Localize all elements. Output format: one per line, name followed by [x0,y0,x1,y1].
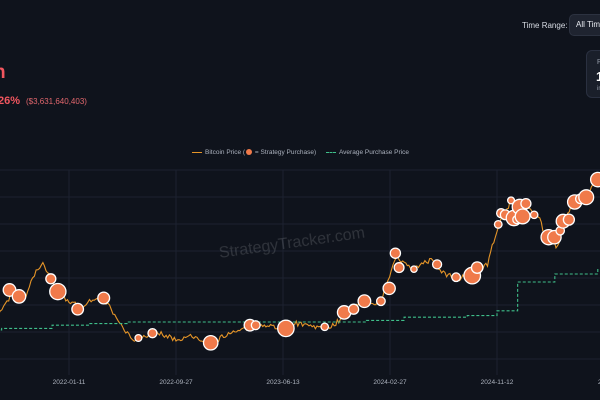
purchase-marker [277,319,295,338]
purchase-marker [389,247,402,259]
stat-card-sub: in [597,86,600,92]
average-line-swatch [325,151,336,153]
change-percent: 26% [0,95,21,107]
purchase-marker [11,289,27,304]
headline-value: n [0,62,6,84]
chart-legend: Bitcoin Price ( = Strategy Purchase) Ave… [192,149,417,156]
purchase-marker [506,196,516,205]
average-price-line [0,267,599,331]
purchase-markers [2,171,600,351]
change-amount: ($3,631,640,403) [26,97,87,106]
purchase-marker [410,265,418,274]
purchase-marker [393,262,405,274]
x-tick-label: 2022-01-11 [53,379,86,386]
time-range-select[interactable]: All Tim [569,14,600,36]
chart-series [0,179,599,347]
price-line-swatch [192,151,202,153]
purchase-marker [97,291,111,305]
purchase-marker [147,328,158,339]
stat-card: P 1 in [586,50,600,98]
purchase-marker [520,197,532,210]
purchase-marker [320,322,330,332]
purchase-marker [71,302,85,316]
legend-average-label: Average Purchase Price [338,149,409,156]
purchase-marker [451,272,462,283]
bitcoin-price-line [0,179,599,347]
purchase-dot-icon [246,149,253,156]
purchase-marker [431,259,443,270]
purchase-marker [493,219,503,229]
x-tick-label: 2023-06-13 [266,379,300,386]
purchase-marker [357,294,372,309]
x-axis-ticks: 2022-01-11 2022-09-27 2023-06-13 2024-02-27… [53,379,600,386]
purchase-marker [49,282,67,301]
legend-purchase-label: = Strategy Purchase) [253,149,317,156]
purchase-marker [250,320,261,331]
purchase-marker [375,296,386,307]
purchase-marker [589,171,600,188]
time-range-label: Time Range: [522,21,568,30]
purchase-marker [562,213,576,226]
purchase-marker [45,273,57,285]
purchase-marker [578,189,595,206]
purchase-marker [134,333,143,343]
purchase-marker [382,281,396,296]
purchase-marker [202,334,219,351]
purchase-marker [470,261,484,274]
stat-card-label: P [597,59,600,66]
purchase-marker [347,303,360,315]
legend-item-average[interactable]: Average Purchase Price [325,149,409,156]
x-tick-label: 2025 [598,379,600,386]
legend-price-label: Bitcoin Price ( [205,149,246,156]
x-tick-label: 2024-02-27 [373,379,407,386]
legend-item-price[interactable]: Bitcoin Price ( = Strategy Purchase) [192,149,316,156]
x-tick-label: 2024-11-12 [481,379,514,386]
stat-card-value: 1 [596,69,600,84]
x-tick-label: 2022-09-27 [159,379,193,386]
purchase-marker [529,210,539,220]
chart-grid [0,169,600,375]
purchase-marker [514,208,531,225]
